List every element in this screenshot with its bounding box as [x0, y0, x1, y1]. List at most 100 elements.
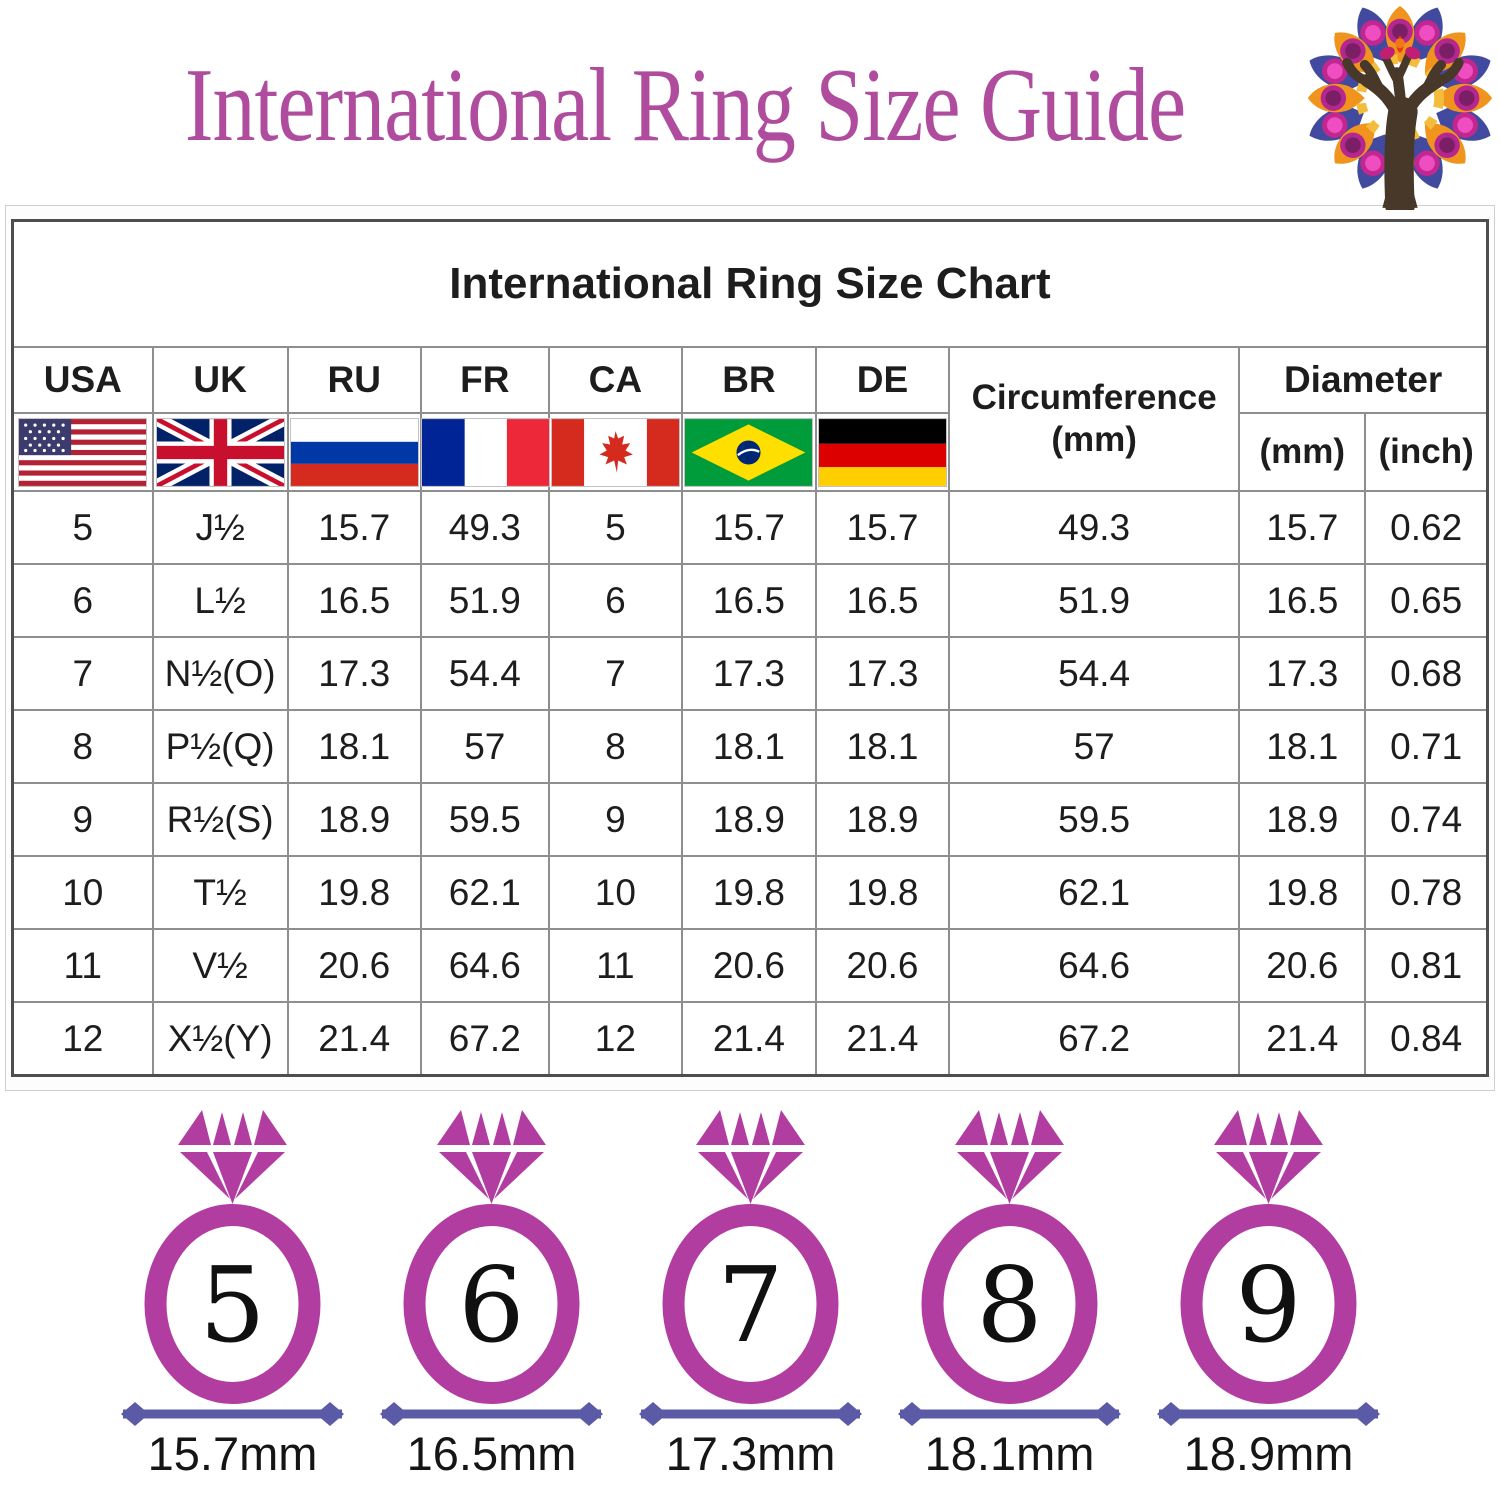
table-cell: 21.4 [814, 1001, 951, 1077]
table-row: 9 R½(S) 18.9 59.5 9 18.9 18.9 59.5 18.9 0.74 [11, 782, 1489, 857]
table-cell: 18.9 [814, 782, 951, 857]
table-cell: 19.8 [286, 855, 422, 930]
table-cell: 19.8 [1238, 855, 1367, 930]
table-cell: J½ [151, 490, 289, 565]
table-cell: 17.3 [814, 636, 951, 711]
ring-figure: 5 15.7mm [115, 1102, 350, 1492]
table-cell: 51.9 [419, 563, 550, 638]
diameter-label: 16.5mm [406, 1427, 576, 1480]
flag-cell-ru [286, 412, 422, 492]
diameter-measure-line [638, 1402, 862, 1426]
flag-cell-ca [547, 412, 683, 492]
table-cell: 18.1 [680, 709, 817, 784]
table-cell: 0.65 [1364, 563, 1489, 638]
table-cell: 10 [547, 855, 683, 930]
page-header: International Ring Size Guide [0, 0, 1500, 210]
ring-figure: 8 18.1mm [892, 1102, 1127, 1492]
table-cell: 51.9 [948, 563, 1241, 638]
table-cell: 10 [11, 855, 154, 930]
table-cell: 5 [11, 490, 154, 565]
table-cell: 11 [547, 928, 683, 1003]
table-cell: 0.71 [1364, 709, 1489, 784]
column-header-usa: USA [11, 346, 154, 414]
diameter-measure-line [379, 1402, 603, 1426]
ring-size-number: 8 [976, 1244, 1042, 1366]
mandala-tree-logo-icon [1303, 1, 1497, 210]
table-cell: 49.3 [948, 490, 1241, 565]
table-cell: 0.68 [1364, 636, 1489, 711]
table-cell: 19.8 [814, 855, 951, 930]
diamond-gem-icon [1213, 1110, 1323, 1204]
table-cell: 17.3 [1238, 636, 1367, 711]
table-cell: 16.5 [814, 563, 951, 638]
brazil-flag-icon [684, 417, 814, 487]
table-cell: 20.6 [814, 928, 951, 1003]
flag-cell-uk [151, 412, 289, 492]
uk-flag-icon [155, 417, 285, 487]
ring-band [921, 1204, 1097, 1404]
table-cell: 17.3 [680, 636, 817, 711]
table-cell: 0.78 [1364, 855, 1489, 930]
table-cell: 12 [547, 1001, 683, 1077]
table-cell: 15.7 [680, 490, 817, 565]
table-cell: X½(Y) [151, 1001, 289, 1077]
table-cell: 18.1 [814, 709, 951, 784]
column-header-fr: FR [419, 346, 550, 414]
table-cell: 16.5 [286, 563, 422, 638]
table-cell: 49.3 [419, 490, 550, 565]
table-cell: 18.9 [680, 782, 817, 857]
table-cell: 8 [547, 709, 683, 784]
ring-size-table: International Ring Size Chart USA UK RU … [11, 219, 1489, 1077]
table-cell: 0.81 [1364, 928, 1489, 1003]
diamond-gem-icon [954, 1110, 1064, 1204]
diameter-label: 18.9mm [1183, 1427, 1353, 1480]
ring-illustration: 5 15.7mm [120, 1110, 344, 1480]
diamond-gem-icon [695, 1110, 805, 1204]
table-cell: 21.4 [286, 1001, 422, 1077]
column-header-de: DE [814, 346, 951, 414]
ring-figure: 6 16.5mm [374, 1102, 609, 1492]
table-cell: 15.7 [286, 490, 422, 565]
usa-flag-icon [18, 417, 148, 487]
table-row: 7 N½(O) 17.3 54.4 7 17.3 17.3 54.4 17.3 0.68 [11, 636, 1489, 711]
ring-size-number: 7 [717, 1244, 783, 1366]
diameter-label: 15.7mm [147, 1427, 317, 1480]
column-header-ca: CA [547, 346, 683, 414]
ring-figure: 7 17.3mm [633, 1102, 868, 1492]
table-title: International Ring Size Chart [11, 219, 1489, 348]
ring-size-chart-panel: International Ring Size Chart USA UK RU … [5, 205, 1495, 1091]
flag-cell-fr [419, 412, 550, 492]
table-cell: 16.5 [1238, 563, 1367, 638]
table-cell: 59.5 [948, 782, 1241, 857]
table-cell: 21.4 [1238, 1001, 1367, 1077]
circumference-unit: (mm) [1051, 420, 1137, 459]
table-cell: 7 [11, 636, 154, 711]
ring-size-number: 6 [458, 1244, 524, 1366]
table-cell: 59.5 [419, 782, 550, 857]
table-cell: P½(Q) [151, 709, 289, 784]
column-header-diameter: Diameter [1238, 346, 1489, 414]
table-cell: 9 [547, 782, 683, 857]
diamond-gem-icon [436, 1110, 546, 1204]
ring-illustration: 6 16.5mm [379, 1110, 603, 1480]
table-row: 12 X½(Y) 21.4 67.2 12 21.4 21.4 67.2 21.4 0.84 [11, 1001, 1489, 1077]
ring-illustration: 7 17.3mm [638, 1110, 862, 1480]
ring-band [144, 1204, 320, 1404]
ring-size-number: 5 [199, 1244, 265, 1366]
table-cell: 57 [948, 709, 1241, 784]
column-header-ru: RU [286, 346, 422, 414]
table-cell: 67.2 [419, 1001, 550, 1077]
table-cell: R½(S) [151, 782, 289, 857]
table-cell: T½ [151, 855, 289, 930]
diameter-measure-line [897, 1402, 1121, 1426]
diameter-measure-line [1156, 1402, 1380, 1426]
table-cell: 64.6 [419, 928, 550, 1003]
table-cell: 0.62 [1364, 490, 1489, 565]
diameter-inch-header: (inch) [1364, 412, 1489, 492]
table-row: 8 P½(Q) 18.1 57 8 18.1 18.1 57 18.1 0.71 [11, 709, 1489, 784]
ring-band [1180, 1204, 1356, 1404]
ring-band [403, 1204, 579, 1404]
ring-size-number: 9 [1235, 1244, 1301, 1366]
table-cell: 11 [11, 928, 154, 1003]
russia-flag-icon [289, 417, 419, 487]
